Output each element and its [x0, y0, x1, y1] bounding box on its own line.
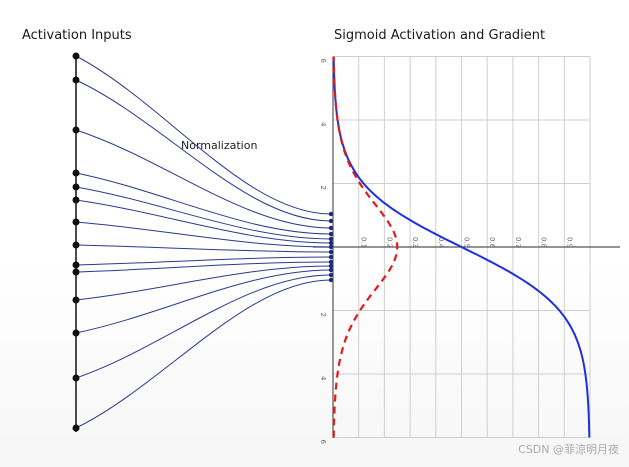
input-node — [72, 126, 80, 134]
y-tick-label: 6 — [319, 59, 327, 64]
y-tick-label: 4 — [319, 376, 327, 381]
normalization-line — [75, 269, 332, 334]
input-node — [72, 218, 80, 226]
input-node — [72, 76, 80, 84]
y-tick-label: 2 — [319, 313, 327, 317]
x-tick-label: 0.6 — [488, 237, 496, 249]
normalized-node — [328, 211, 334, 217]
y-tick-label: 2 — [319, 186, 327, 190]
input-node — [72, 424, 80, 432]
normalized-node — [328, 259, 334, 265]
input-node — [72, 183, 80, 191]
x-tick-label: 0.7 — [514, 237, 522, 248]
normalized-node — [328, 254, 334, 260]
input-node — [72, 268, 80, 276]
y-tick-label: 4 — [319, 122, 327, 127]
x-tick-label: 0.4 — [437, 237, 445, 249]
normalization-line — [75, 79, 332, 222]
normalized-node — [328, 267, 334, 273]
x-tick-label: 0.1 — [360, 237, 368, 248]
input-node — [72, 241, 80, 249]
normalization-line — [75, 261, 332, 273]
normalization-line — [75, 199, 332, 244]
normalization-line — [75, 172, 332, 235]
normalization-line — [75, 279, 332, 429]
normalized-node — [328, 244, 334, 250]
sigmoid-chart-title: Sigmoid Activation and Gradient — [334, 28, 546, 43]
input-node — [72, 52, 80, 60]
watermark: CSDN @菲涼明月夜 — [518, 443, 619, 456]
x-tick-label: 0.3 — [411, 237, 419, 248]
normalization-line — [75, 274, 332, 379]
normalized-node — [328, 263, 334, 269]
input-node — [72, 296, 80, 304]
normalization-line — [75, 129, 332, 229]
normalization-line — [75, 256, 332, 266]
normalized-node — [328, 249, 334, 255]
input-node — [72, 374, 80, 382]
x-tick-label: 0.8 — [540, 237, 548, 248]
normalization-line — [75, 221, 332, 248]
input-node — [72, 169, 80, 177]
normalization-line — [75, 265, 332, 301]
x-tick-label: 0.9 — [565, 237, 573, 248]
normalized-node — [328, 218, 334, 224]
x-tick-label: 0.2 — [385, 237, 393, 248]
normalized-node — [328, 225, 334, 231]
normalization-line — [75, 55, 332, 215]
normalized-node — [328, 272, 334, 278]
x-tick-label: 0.5 — [463, 237, 471, 248]
gradient-curve — [332, 56, 399, 438]
y-tick-label: 6 — [319, 440, 327, 445]
normalization-line — [75, 186, 332, 240]
normalized-node — [328, 231, 334, 237]
normalized-node — [328, 240, 334, 246]
input-node — [72, 329, 80, 337]
input-node — [72, 196, 80, 204]
normalized-node — [328, 236, 334, 242]
normalization-line — [75, 244, 332, 253]
activation-inputs-title: Activation Inputs — [22, 28, 132, 43]
input-node — [72, 261, 80, 269]
normalized-node — [328, 277, 334, 283]
